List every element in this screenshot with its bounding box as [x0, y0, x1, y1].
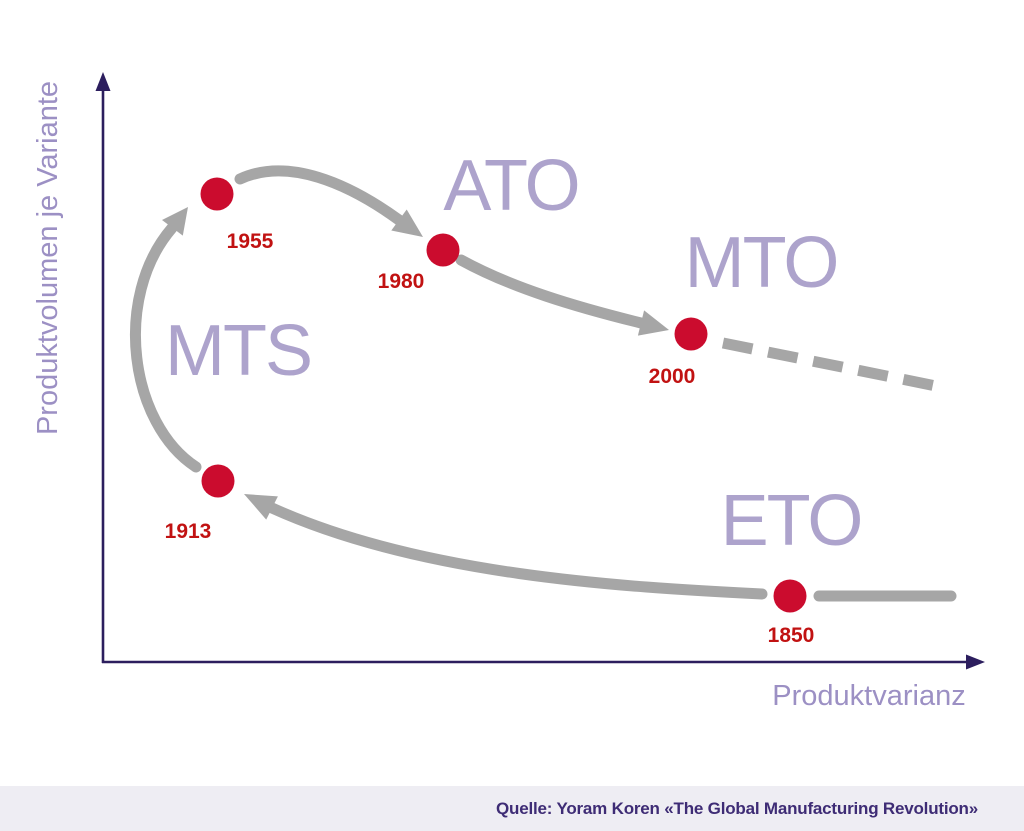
source-text: Quelle: Yoram Koren «The Global Manufact…: [496, 799, 978, 818]
curve-1980-to-2000: [455, 254, 647, 329]
year-label-2000: 2000: [649, 365, 696, 388]
arrowhead-to-1980-icon: [391, 209, 423, 237]
region-label-mto: MTO: [685, 223, 838, 303]
x-axis-arrowhead-icon: [966, 654, 985, 670]
dashed-future-line: [721, 337, 938, 392]
year-label-1850: 1850: [768, 624, 815, 647]
arrowhead-to-2000-icon: [637, 310, 669, 336]
y-axis-arrowhead-icon: [95, 72, 111, 91]
chart-canvas: Produktvolumen je Variante Produktvarian…: [32, 72, 985, 712]
source-footer: Quelle: Yoram Koren «The Global Manufact…: [0, 786, 1024, 831]
year-label-1980: 1980: [378, 270, 425, 293]
data-point-1913: [201, 464, 235, 498]
y-axis-label: Produktvolumen je Variante: [32, 81, 64, 435]
curve-1850-to-1913: [266, 502, 768, 600]
arrowhead-to-1955-icon: [162, 207, 188, 236]
year-label-1913: 1913: [165, 520, 212, 543]
curve-1955-to-1980: [234, 165, 405, 226]
data-point-1850: [773, 579, 807, 613]
arrowhead-to-1913-icon: [244, 494, 278, 520]
region-label-ato: ATO: [443, 146, 578, 226]
region-label-eto: ETO: [721, 481, 862, 561]
x-axis-label: Produktvarianz: [772, 680, 965, 712]
year-label-1955: 1955: [227, 230, 274, 253]
curve-1913-to-1955: [130, 222, 202, 473]
data-point-2000: [674, 317, 708, 351]
data-point-1955: [200, 177, 234, 211]
data-point-1980: [426, 233, 460, 267]
region-label-mts: MTS: [165, 311, 311, 391]
